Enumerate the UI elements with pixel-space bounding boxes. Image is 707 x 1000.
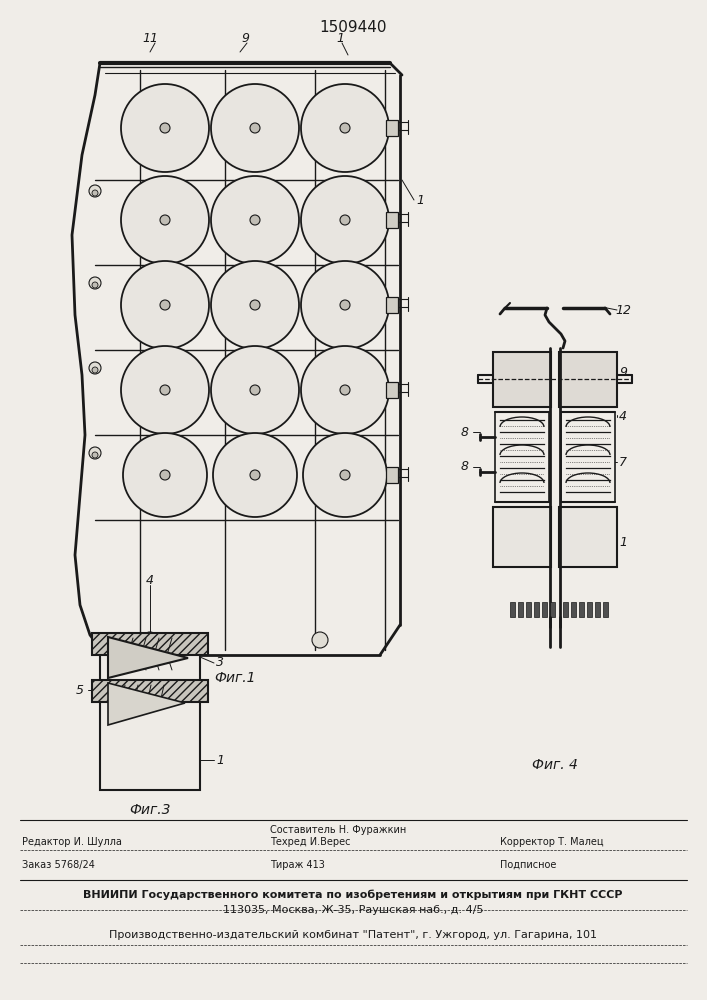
Circle shape (211, 261, 299, 349)
Circle shape (142, 632, 158, 648)
Circle shape (211, 84, 299, 172)
Text: Подписное: Подписное (500, 860, 556, 870)
Text: 4: 4 (146, 574, 154, 586)
Circle shape (160, 300, 170, 310)
Circle shape (211, 176, 299, 264)
Circle shape (123, 433, 207, 517)
Circle shape (301, 84, 389, 172)
Circle shape (121, 346, 209, 434)
Circle shape (312, 632, 328, 648)
Text: Составитель Н. Фуражкин: Составитель Н. Фуражкин (270, 825, 407, 835)
Circle shape (89, 277, 101, 289)
Circle shape (89, 185, 101, 197)
Circle shape (160, 385, 170, 395)
Text: 1: 1 (619, 536, 627, 548)
Bar (386, 120, 398, 136)
Circle shape (340, 215, 350, 225)
Text: 4: 4 (619, 410, 627, 424)
Text: 8: 8 (461, 426, 469, 438)
Text: 11: 11 (142, 31, 158, 44)
Text: Редактор И. Шулла: Редактор И. Шулла (22, 837, 122, 847)
Bar (386, 212, 398, 228)
Circle shape (121, 176, 209, 264)
Bar (92, 633, 208, 655)
Text: Тираж 413: Тираж 413 (270, 860, 325, 870)
Bar (526, 602, 531, 617)
Bar (510, 602, 515, 617)
Bar (559, 507, 617, 567)
Bar (100, 635, 200, 790)
Polygon shape (108, 637, 188, 678)
Circle shape (92, 367, 98, 373)
Text: 8: 8 (461, 460, 469, 474)
Text: 5: 5 (76, 684, 84, 696)
Circle shape (250, 123, 260, 133)
Circle shape (250, 385, 260, 395)
Text: Фиг. 4: Фиг. 4 (532, 758, 578, 772)
Text: 7: 7 (619, 456, 627, 468)
Bar (493, 352, 551, 407)
Text: Заказ 5768/24: Заказ 5768/24 (22, 860, 95, 870)
Bar (518, 602, 523, 617)
Circle shape (340, 385, 350, 395)
Text: 9: 9 (619, 365, 627, 378)
Circle shape (121, 261, 209, 349)
Bar (587, 602, 592, 617)
Polygon shape (108, 683, 185, 725)
Circle shape (160, 215, 170, 225)
Circle shape (250, 470, 260, 480)
Text: Фиг.1: Фиг.1 (214, 671, 256, 685)
Circle shape (211, 346, 299, 434)
Circle shape (303, 433, 387, 517)
Text: 3: 3 (216, 656, 224, 670)
Bar (595, 602, 600, 617)
Bar (386, 382, 398, 398)
Text: 113035, Москва, Ж-35, Раушская наб., д. 4/5: 113035, Москва, Ж-35, Раушская наб., д. … (223, 905, 484, 915)
Bar (493, 507, 551, 567)
Text: Корректор Т. Малец: Корректор Т. Малец (500, 837, 604, 847)
Circle shape (89, 447, 101, 459)
Bar (92, 680, 208, 702)
Circle shape (250, 215, 260, 225)
Bar (534, 602, 539, 617)
Text: Фиг.3: Фиг.3 (129, 803, 171, 817)
Bar (563, 602, 568, 617)
Bar (386, 297, 398, 313)
Text: 1509440: 1509440 (320, 20, 387, 35)
Bar (542, 602, 547, 617)
Circle shape (92, 452, 98, 458)
Circle shape (301, 176, 389, 264)
Circle shape (92, 190, 98, 196)
Circle shape (340, 123, 350, 133)
Bar (571, 602, 576, 617)
Bar (603, 602, 608, 617)
Circle shape (301, 261, 389, 349)
Circle shape (160, 470, 170, 480)
Circle shape (301, 346, 389, 434)
Bar (386, 467, 398, 483)
Circle shape (340, 300, 350, 310)
Text: 1: 1 (216, 754, 224, 766)
Circle shape (340, 470, 350, 480)
Text: Производственно-издательский комбинат "Патент", г. Ужгород, ул. Гагарина, 101: Производственно-издательский комбинат "П… (109, 930, 597, 940)
Circle shape (92, 282, 98, 288)
Text: 1: 1 (336, 31, 344, 44)
Bar (559, 352, 617, 407)
Bar (550, 602, 555, 617)
Circle shape (213, 433, 297, 517)
Text: Техред И.Верес: Техред И.Верес (270, 837, 351, 847)
Text: ВНИИПИ Государственного комитета по изобретениям и открытиям при ГКНТ СССР: ВНИИПИ Государственного комитета по изоб… (83, 890, 623, 900)
Circle shape (121, 84, 209, 172)
Circle shape (250, 300, 260, 310)
Bar (579, 602, 584, 617)
Circle shape (160, 123, 170, 133)
Text: 1: 1 (416, 194, 424, 207)
Text: 9: 9 (241, 31, 249, 44)
Text: 12: 12 (615, 304, 631, 316)
Circle shape (89, 362, 101, 374)
